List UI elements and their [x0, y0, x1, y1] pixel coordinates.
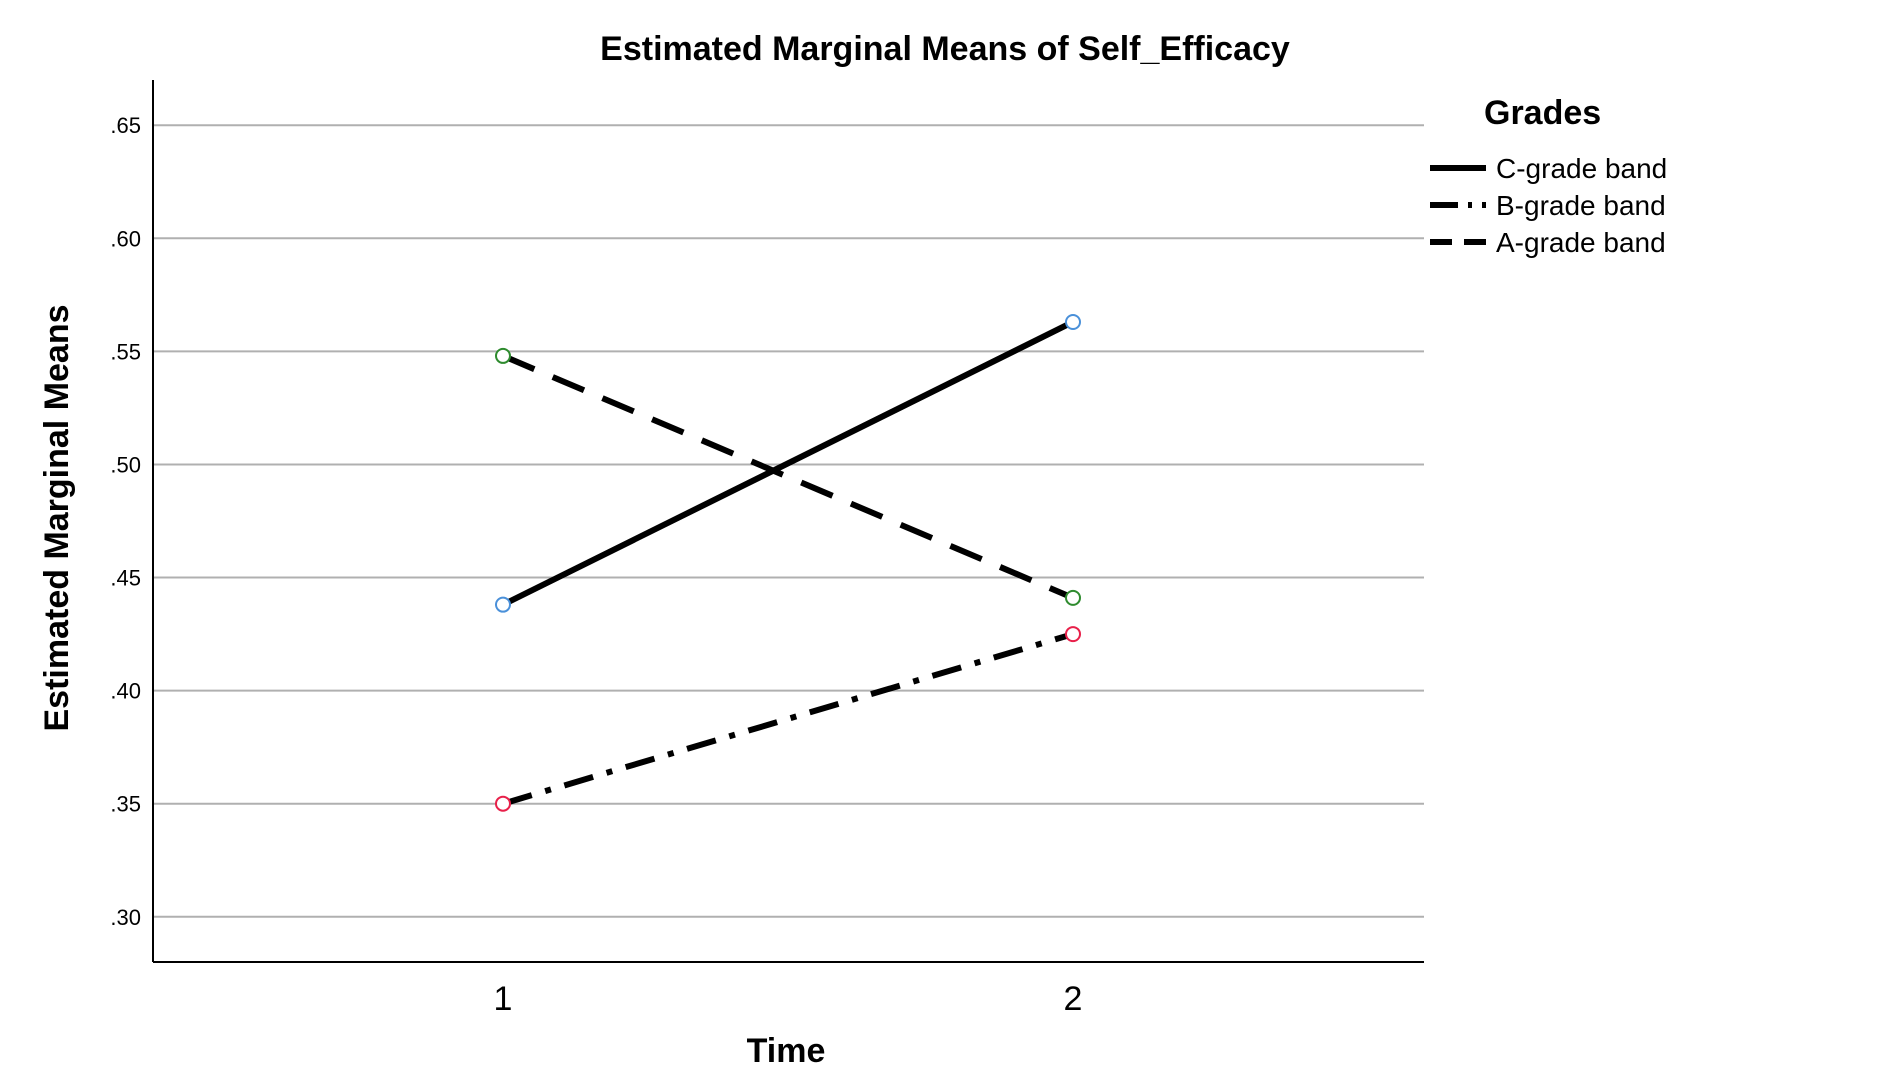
series-markers: [495, 313, 1081, 812]
x-tick-label: 1: [494, 980, 513, 1018]
series-line-2: [502, 631, 1074, 807]
series-lines: [501, 319, 1075, 807]
y-tick-label: .65: [110, 113, 141, 138]
legend-label: C-grade band: [1496, 153, 1667, 184]
legend-label: B-grade band: [1496, 190, 1666, 221]
data-point: [495, 347, 511, 364]
y-tick-label: .30: [110, 905, 141, 930]
legend-label: A-grade band: [1496, 227, 1666, 258]
series-line-1: [501, 319, 1075, 608]
data-point: [495, 596, 511, 613]
data-point: [1065, 626, 1081, 643]
y-tick-label: .40: [110, 679, 141, 704]
y-tick-label: .60: [110, 226, 141, 251]
y-tick-label: .45: [110, 566, 141, 591]
chart-title: Estimated Marginal Means of Self_Efficac…: [600, 30, 1290, 68]
x-tick-label: 2: [1064, 980, 1083, 1018]
series-line-3: [501, 353, 1075, 601]
grid-lines: [153, 124, 1424, 918]
legend: Grades C-grade band B-grade band A-grade b…: [1430, 94, 1667, 258]
axes: [152, 80, 1424, 963]
y-axis-label: Estimated Marginal Means: [38, 304, 76, 731]
data-point: [495, 795, 511, 812]
y-tick-labels: .30 .35 .40 .45 .50 .55 .60 .65: [110, 113, 141, 930]
legend-title: Grades: [1484, 94, 1601, 132]
y-tick-label: .55: [110, 339, 141, 364]
legend-items: C-grade band B-grade band A-grade band: [1430, 153, 1667, 258]
y-tick-label: .50: [110, 452, 141, 477]
data-point: [1065, 313, 1081, 330]
x-axis-label: Time: [747, 1032, 826, 1070]
y-tick-label: .35: [110, 792, 141, 817]
data-point: [1065, 589, 1081, 606]
